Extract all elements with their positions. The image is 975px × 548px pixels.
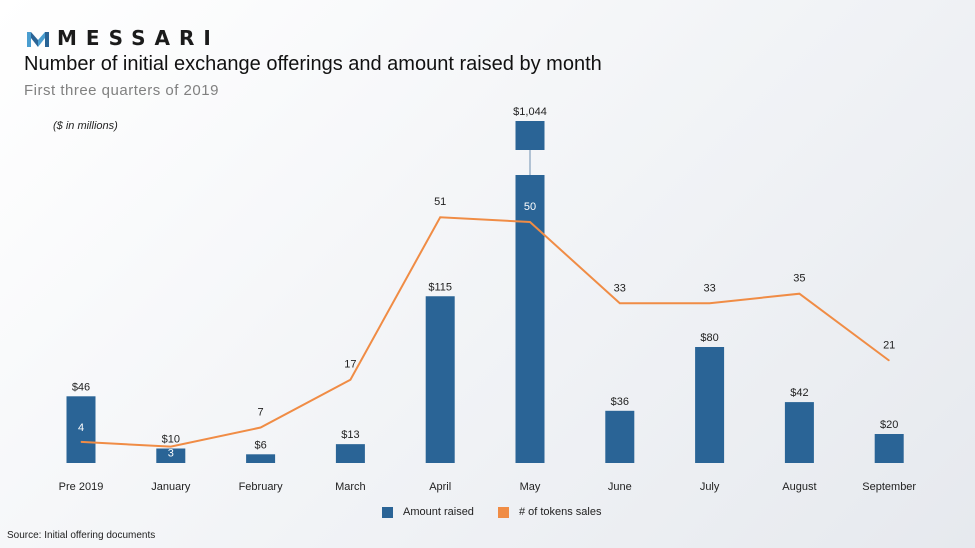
line-label-1: 3 (168, 448, 174, 460)
source-note: Source: Initial offering documents (7, 530, 156, 541)
line-point-4 (439, 216, 441, 218)
line-label-4: 51 (434, 196, 446, 208)
x-tick-label-5: May (520, 481, 541, 493)
line-point-8 (798, 293, 800, 295)
legend-swatch-tokens (497, 506, 509, 518)
line-point-1 (170, 446, 172, 448)
x-tick-label-0: Pre 2019 (59, 481, 104, 493)
line-point-0 (80, 441, 82, 443)
x-tick-label-3: March (335, 481, 366, 493)
bar-label-4: $115 (428, 281, 452, 293)
chart-title: Number of initial exchange offerings and… (24, 53, 602, 75)
x-tick-label-6: June (608, 481, 632, 493)
x-tick-label-4: April (429, 481, 451, 493)
bar-label-7: $80 (700, 332, 718, 344)
bar-3 (335, 444, 365, 463)
line-point-5 (529, 221, 531, 223)
bar-label-6: $36 (611, 396, 629, 408)
chart-subtitle: First three quarters of 2019 (24, 82, 219, 99)
line-label-3: 17 (344, 359, 356, 371)
bar-label-2: $6 (254, 439, 266, 451)
brand-name: MESSARI (57, 26, 220, 50)
bar-4 (425, 296, 455, 463)
legend-item-tokens: # of tokens sales (497, 506, 602, 518)
line-tokens-sales (80, 216, 890, 448)
line-point-6 (619, 302, 621, 304)
line-label-9: 21 (883, 340, 895, 352)
line-point-9 (888, 360, 890, 362)
x-tick-label-7: July (700, 481, 720, 493)
line-label-7: 33 (703, 282, 715, 294)
line-label-6: 33 (614, 282, 626, 294)
legend-item-amount: Amount raised (382, 506, 474, 518)
line-point-3 (349, 379, 351, 381)
bar-2 (246, 454, 276, 463)
line-label-5: 50 (524, 201, 536, 213)
bar-label-9: $20 (880, 419, 898, 431)
bar-7 (695, 347, 725, 463)
legend: Amount raised # of tokens sales (382, 506, 626, 518)
x-tick-label-1: January (151, 481, 191, 493)
legend-label-tokens: # of tokens sales (518, 506, 602, 518)
bar-label-0: $46 (72, 381, 90, 393)
bar-5-lower (515, 175, 545, 463)
bar-0 (66, 396, 96, 463)
bar-label-3: $13 (341, 429, 359, 441)
line-label-2: 7 (258, 407, 264, 419)
line-point-7 (709, 302, 711, 304)
x-tick-label-9: September (862, 481, 916, 493)
bar-1 (156, 448, 186, 463)
x-tick-label-2: February (239, 481, 284, 493)
bar-8 (784, 402, 814, 463)
legend-label-amount: Amount raised (403, 506, 474, 518)
unit-note: ($ in millions) (53, 120, 118, 132)
bar-6 (605, 410, 635, 463)
bar-label-5: $1,044 (513, 106, 547, 118)
bar-label-1: $10 (162, 434, 180, 446)
bar-5-upper (515, 121, 545, 150)
messari-logo: MESSARI (27, 26, 220, 50)
bar-9 (874, 434, 904, 463)
legend-swatch-amount (382, 506, 393, 518)
bar-label-8: $42 (790, 387, 808, 399)
line-label-8: 35 (793, 273, 805, 285)
messari-logo-icon (27, 32, 49, 47)
x-tick-label-8: August (782, 481, 816, 493)
line-label-0: 4 (78, 422, 84, 434)
line-point-2 (260, 427, 262, 429)
